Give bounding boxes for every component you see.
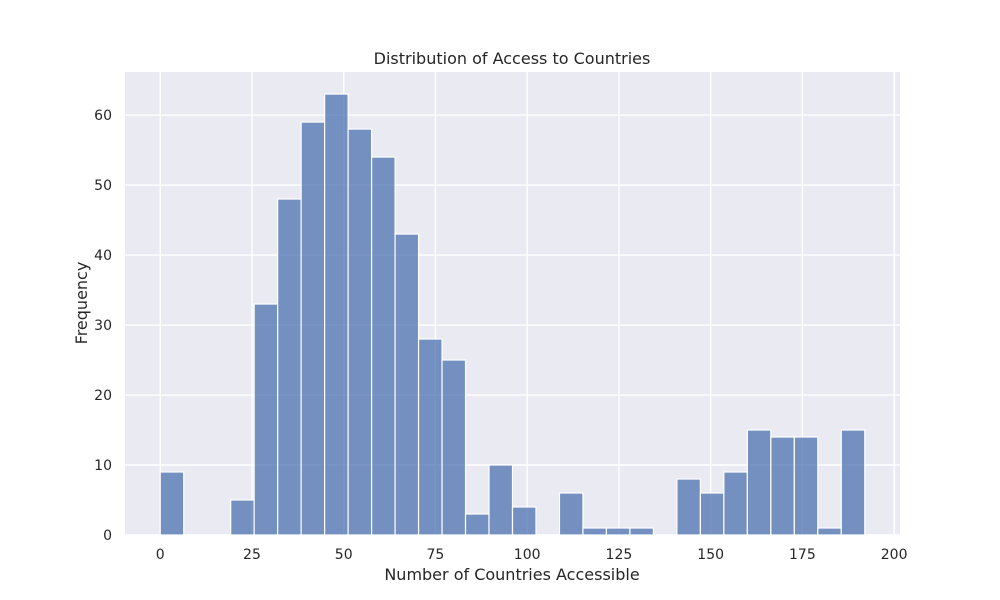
y-tick-label: 50 <box>94 178 112 194</box>
histogram-bars <box>159 93 866 536</box>
x-axis-ticks: 0 25 50 75 100 125 150 175 200 <box>156 547 908 563</box>
histogram-bar <box>159 471 185 536</box>
histogram-bar <box>347 128 373 536</box>
y-tick-label: 0 <box>103 528 112 544</box>
histogram-bar <box>723 471 748 536</box>
x-tick-label: 75 <box>427 547 445 563</box>
y-tick-label: 60 <box>94 108 112 124</box>
histogram-bar <box>558 492 584 536</box>
y-axis-label: Frequency <box>72 262 91 345</box>
x-tick-label: 100 <box>514 547 541 563</box>
histogram-bar <box>230 499 255 536</box>
histogram-bar <box>324 93 349 536</box>
histogram-bar <box>582 527 608 536</box>
x-tick-label: 0 <box>156 547 165 563</box>
histogram-bar <box>793 436 819 536</box>
chart-title: Distribution of Access to Countries <box>374 49 651 68</box>
histogram-bar <box>770 436 795 536</box>
x-tick-label: 150 <box>697 547 724 563</box>
x-tick-label: 50 <box>335 547 353 563</box>
x-tick-label: 200 <box>881 547 908 563</box>
y-tick-label: 30 <box>94 318 112 334</box>
y-tick-label: 40 <box>94 248 112 264</box>
histogram-bar <box>699 492 725 536</box>
histogram-bar <box>605 527 631 536</box>
histogram-bar <box>277 198 302 536</box>
histogram-bar <box>840 429 866 536</box>
histogram-bar <box>370 156 396 536</box>
x-axis-label: Number of Countries Accessible <box>384 565 639 584</box>
histogram-bar <box>817 527 842 536</box>
histogram-bar <box>629 527 655 536</box>
histogram-bar <box>417 338 443 536</box>
histogram-bar <box>746 429 772 536</box>
histogram-bar <box>511 506 537 536</box>
histogram-bar <box>441 359 467 536</box>
y-axis-ticks: 0 10 20 30 40 50 60 <box>94 108 112 544</box>
y-tick-label: 10 <box>94 458 112 474</box>
histogram-bar <box>300 121 326 536</box>
x-tick-label: 25 <box>243 547 261 563</box>
histogram-bar <box>394 233 420 536</box>
x-tick-label: 175 <box>789 547 816 563</box>
histogram-bar <box>488 464 514 536</box>
histogram-bar <box>676 478 701 536</box>
x-tick-label: 125 <box>606 547 633 563</box>
y-tick-label: 20 <box>94 388 112 404</box>
histogram-bar <box>464 513 490 536</box>
histogram-bar <box>253 303 279 536</box>
